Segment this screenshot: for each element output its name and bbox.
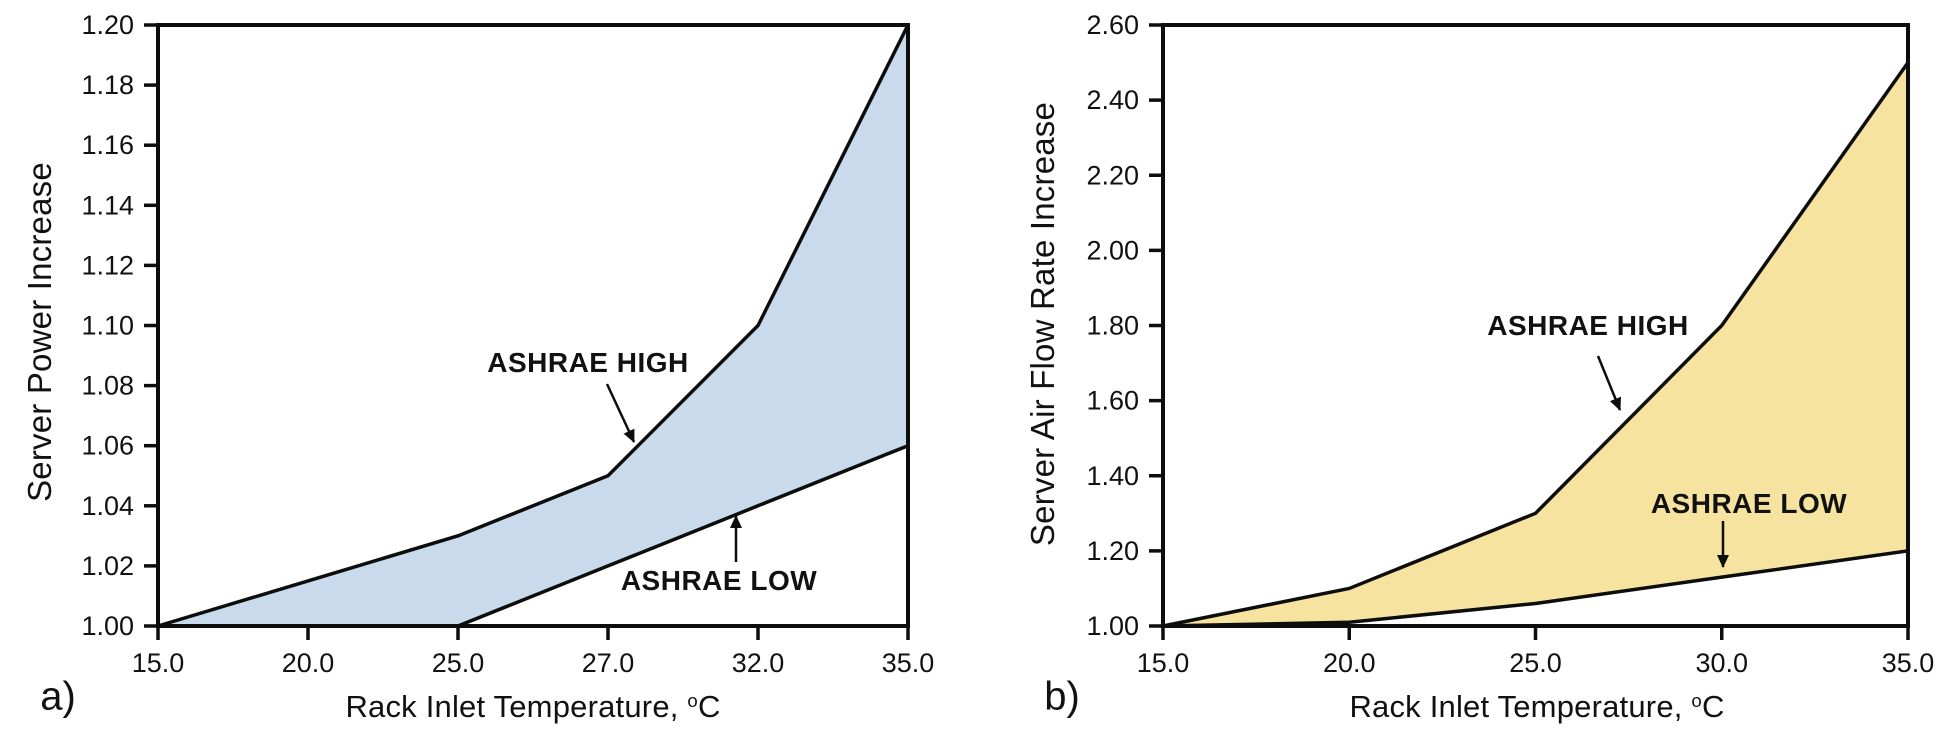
chart-a-y-tick-label: 1.18 — [81, 70, 134, 100]
chart-a-annotation-label-ashrae-high: ASHRAE HIGH — [487, 347, 689, 378]
chart-b-x-axis-title-text: Rack Inlet Temperature, — [1349, 689, 1692, 724]
chart-b-y-axis-title: Server Air Flow Rate Increase — [1024, 101, 1061, 547]
chart-b-y-tick-label: 1.80 — [1086, 311, 1139, 341]
chart-a-degree-superscript: o — [687, 689, 698, 711]
chart-a-annotation-label-ashrae-low: ASHRAE LOW — [621, 565, 817, 596]
chart-b-curve-ashrae-low — [1161, 549, 1910, 628]
panel-label-b: b) — [1044, 674, 1080, 719]
chart-a-x-tick-label: 15.0 — [132, 648, 185, 678]
chart-a-annotation-arrow-ashrae-high — [605, 383, 636, 443]
chart-b-annotation-arrow-ashrae-high — [1596, 355, 1622, 411]
chart-a-x-tick-label: 20.0 — [282, 648, 335, 678]
chart-b-y-tick-label: 2.00 — [1086, 235, 1139, 265]
chart-a-curve-ashrae-low — [456, 443, 910, 628]
chart-b-y-tick-label: 1.00 — [1086, 611, 1139, 641]
chart-a-y-tick-label: 1.06 — [81, 431, 134, 461]
chart-b-x-tick-label: 35.0 — [1882, 648, 1935, 678]
chart-a-x-axis-title-text: Rack Inlet Temperature, — [345, 689, 688, 724]
chart-b-y-tick-label: 1.60 — [1086, 386, 1139, 416]
chart-a-plot-border — [156, 23, 910, 628]
chart-a-x-tick-label: 25.0 — [432, 648, 485, 678]
chart-b-y-tick-label: 2.20 — [1086, 160, 1139, 190]
chart-a-band-area — [158, 25, 908, 626]
chart-b-x-tick-label: 25.0 — [1509, 648, 1562, 678]
chart-b-y-tick-label: 1.40 — [1086, 461, 1139, 491]
chart-b-annotation-label-ashrae-low: ASHRAE LOW — [1651, 488, 1847, 519]
chart-a-y-tick-label: 1.00 — [81, 611, 134, 641]
chart-a-y-tick-label: 1.02 — [81, 551, 134, 581]
chart-b-annotation-label-ashrae-high: ASHRAE HIGH — [1487, 310, 1689, 341]
chart-b-y-tick-label: 1.20 — [1086, 536, 1139, 566]
chart-b-x-axis-unit: C — [1701, 689, 1725, 724]
chart-b-curve-ashrae-high — [1161, 60, 1910, 628]
chart-b-degree-superscript: o — [1691, 689, 1702, 711]
chart-b-y-tick-label: 2.40 — [1086, 85, 1139, 115]
chart-b-plot-border — [1161, 23, 1910, 628]
chart-a-curve-ashrae-high — [156, 23, 910, 628]
chart-a-x-axis-unit: C — [697, 689, 721, 724]
chart-a-y-tick-label: 1.04 — [81, 491, 134, 521]
chart-a-y-tick-label: 1.10 — [81, 311, 134, 341]
chart-a-x-axis-title: Rack Inlet Temperature, oC — [345, 689, 720, 725]
chart-a-y-tick-label: 1.08 — [81, 371, 134, 401]
chart-b-x-tick-label: 15.0 — [1137, 648, 1190, 678]
chart-a-x-tick-label: 35.0 — [882, 648, 935, 678]
chart-a-y-axis-title: Server Power Increase — [21, 162, 58, 502]
chart-a-y-tick-label: 1.16 — [81, 130, 134, 160]
chart-b-y-tick-label: 2.60 — [1086, 10, 1139, 40]
chart-a-y-tick-label: 1.12 — [81, 250, 134, 280]
chart-a-x-tick-label: 32.0 — [732, 648, 785, 678]
chart-a-x-tick-label: 27.0 — [582, 648, 635, 678]
chart-a-y-tick-label: 1.14 — [81, 190, 134, 220]
chart-b-x-tick-label: 30.0 — [1695, 648, 1748, 678]
chart-b-band-area — [1163, 62, 1908, 626]
chart-b-x-axis-title: Rack Inlet Temperature, oC — [1349, 689, 1724, 725]
chart-b-x-tick-label: 20.0 — [1323, 648, 1376, 678]
panel-label-a: a) — [40, 674, 76, 719]
chart-a-y-tick-label: 1.20 — [81, 10, 134, 40]
